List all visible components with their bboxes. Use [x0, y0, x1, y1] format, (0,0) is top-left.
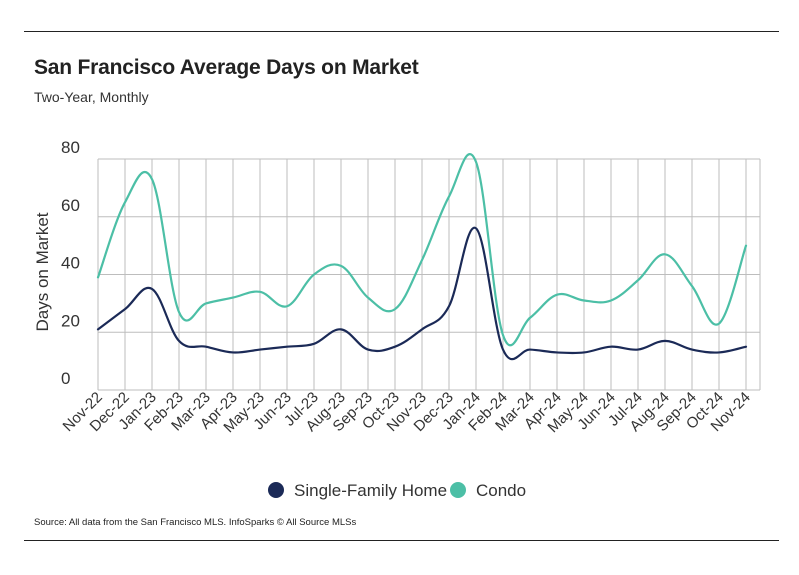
chart-subtitle: Two-Year, Monthly: [34, 89, 149, 105]
chart-title: San Francisco Average Days on Market: [34, 56, 419, 79]
series-lines: [96, 153, 748, 361]
y-tick-label: 20: [61, 311, 80, 330]
y-tick-label: 80: [61, 138, 80, 157]
y-axis-title: Days on Market: [33, 212, 52, 331]
y-tick-label: 40: [61, 254, 80, 273]
source-note: Source: All data from the San Francisco …: [34, 517, 357, 528]
y-tick-label: 60: [61, 196, 80, 215]
y-axis-ticks: 0 20 40 60 80: [61, 138, 80, 388]
legend: Single-Family Home Condo: [268, 481, 526, 500]
x-axis-ticks: Nov-22Dec-22Jan-23Feb-23Mar-23Apr-23May-…: [60, 389, 754, 436]
y-tick-label: 0: [61, 369, 70, 388]
grid: [97, 158, 761, 391]
bottom-rule: [24, 540, 779, 541]
legend-label: Single-Family Home: [294, 481, 447, 500]
top-rule: [24, 31, 779, 32]
series-line-single-family-home: [96, 226, 748, 361]
series-line-condo: [96, 153, 748, 347]
legend-label: Condo: [476, 481, 526, 500]
legend-swatch: [450, 482, 466, 498]
legend-swatch: [268, 482, 284, 498]
